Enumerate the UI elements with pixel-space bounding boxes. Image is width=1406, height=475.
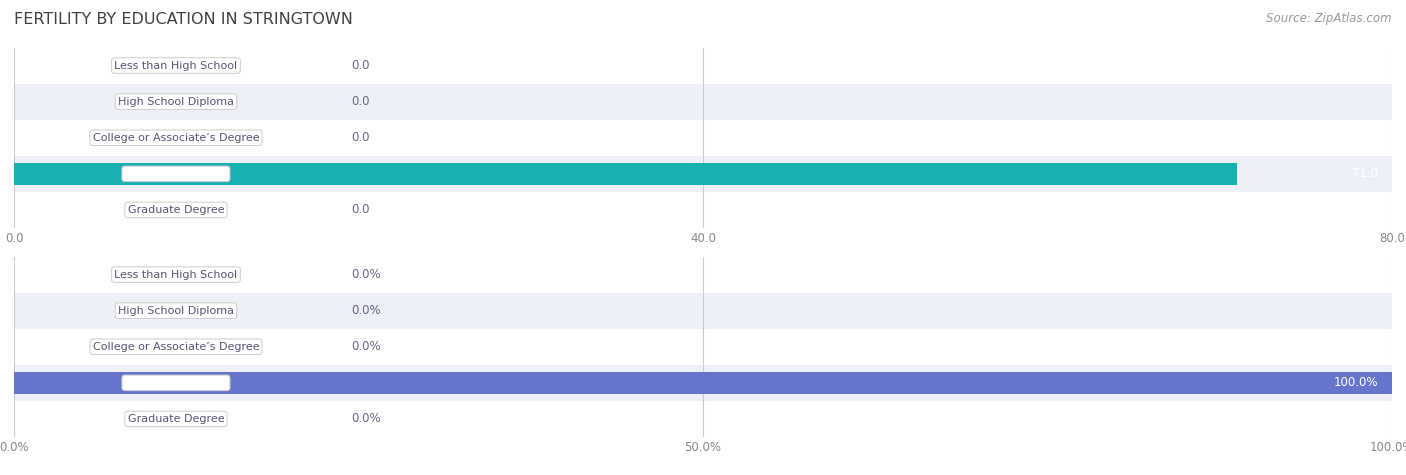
Text: 0.0: 0.0 — [352, 203, 370, 217]
Text: 0.0%: 0.0% — [352, 268, 381, 281]
Text: 0.0: 0.0 — [352, 59, 370, 72]
Bar — [14, 401, 1392, 437]
Text: 0.0: 0.0 — [352, 131, 370, 144]
Bar — [14, 365, 1392, 401]
Text: 100.0%: 100.0% — [1334, 376, 1378, 390]
Bar — [14, 372, 1392, 394]
Text: Source: ZipAtlas.com: Source: ZipAtlas.com — [1267, 12, 1392, 25]
Text: FERTILITY BY EDUCATION IN STRINGTOWN: FERTILITY BY EDUCATION IN STRINGTOWN — [14, 12, 353, 27]
Bar — [14, 293, 1392, 329]
Bar — [14, 84, 1392, 120]
Text: 0.0%: 0.0% — [352, 340, 381, 353]
Text: Less than High School: Less than High School — [114, 269, 238, 280]
Text: Bachelor’s Degree: Bachelor’s Degree — [125, 169, 228, 179]
Text: High School Diploma: High School Diploma — [118, 96, 233, 107]
Text: College or Associate’s Degree: College or Associate’s Degree — [93, 133, 259, 143]
Text: Bachelor’s Degree: Bachelor’s Degree — [125, 378, 228, 388]
Text: 0.0: 0.0 — [352, 95, 370, 108]
Text: High School Diploma: High School Diploma — [118, 305, 233, 316]
Text: Graduate Degree: Graduate Degree — [128, 414, 225, 424]
Bar — [14, 120, 1392, 156]
Bar — [14, 256, 1392, 293]
Bar — [14, 163, 1237, 185]
Text: Graduate Degree: Graduate Degree — [128, 205, 225, 215]
Bar — [14, 48, 1392, 84]
Bar — [14, 192, 1392, 228]
Bar — [14, 329, 1392, 365]
Bar — [14, 156, 1392, 192]
Text: Less than High School: Less than High School — [114, 60, 238, 71]
Text: College or Associate’s Degree: College or Associate’s Degree — [93, 342, 259, 352]
Text: 0.0%: 0.0% — [352, 304, 381, 317]
Text: 71.0: 71.0 — [1353, 167, 1378, 180]
Text: 0.0%: 0.0% — [352, 412, 381, 426]
